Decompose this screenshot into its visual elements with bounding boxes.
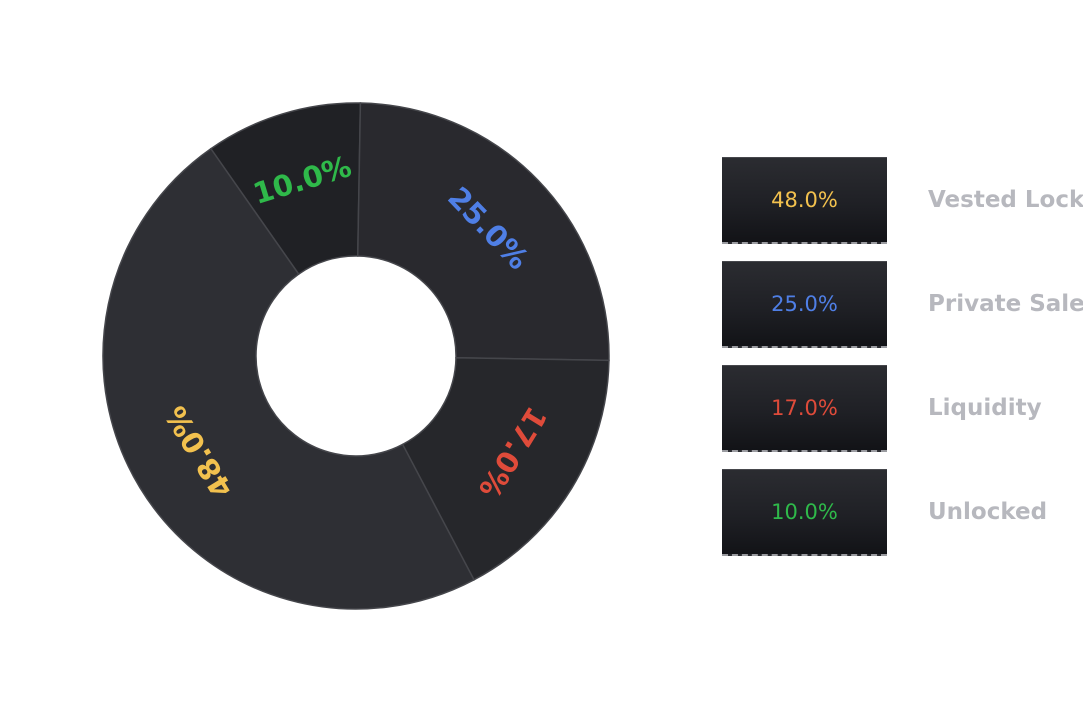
legend-value-box: 48.0% — [722, 157, 887, 244]
legend-label: Private Sale — [928, 291, 1083, 317]
legend-value: 10.0% — [771, 500, 838, 524]
legend-value: 25.0% — [771, 292, 838, 316]
legend-label: Vested Lock — [928, 187, 1083, 213]
donut-slices — [102, 102, 610, 610]
legend-value: 48.0% — [771, 188, 838, 212]
legend-value-box: 17.0% — [722, 365, 887, 452]
legend-label: Liquidity — [928, 395, 1042, 421]
legend-value-box: 10.0% — [722, 469, 887, 556]
legend-label: Unlocked — [928, 499, 1048, 525]
legend-value-box: 25.0% — [722, 261, 887, 348]
slice-liquidity — [401, 356, 610, 581]
slice-private-sale — [356, 102, 610, 362]
slice-vested-lock — [102, 147, 476, 610]
legend-value: 17.0% — [771, 396, 838, 420]
